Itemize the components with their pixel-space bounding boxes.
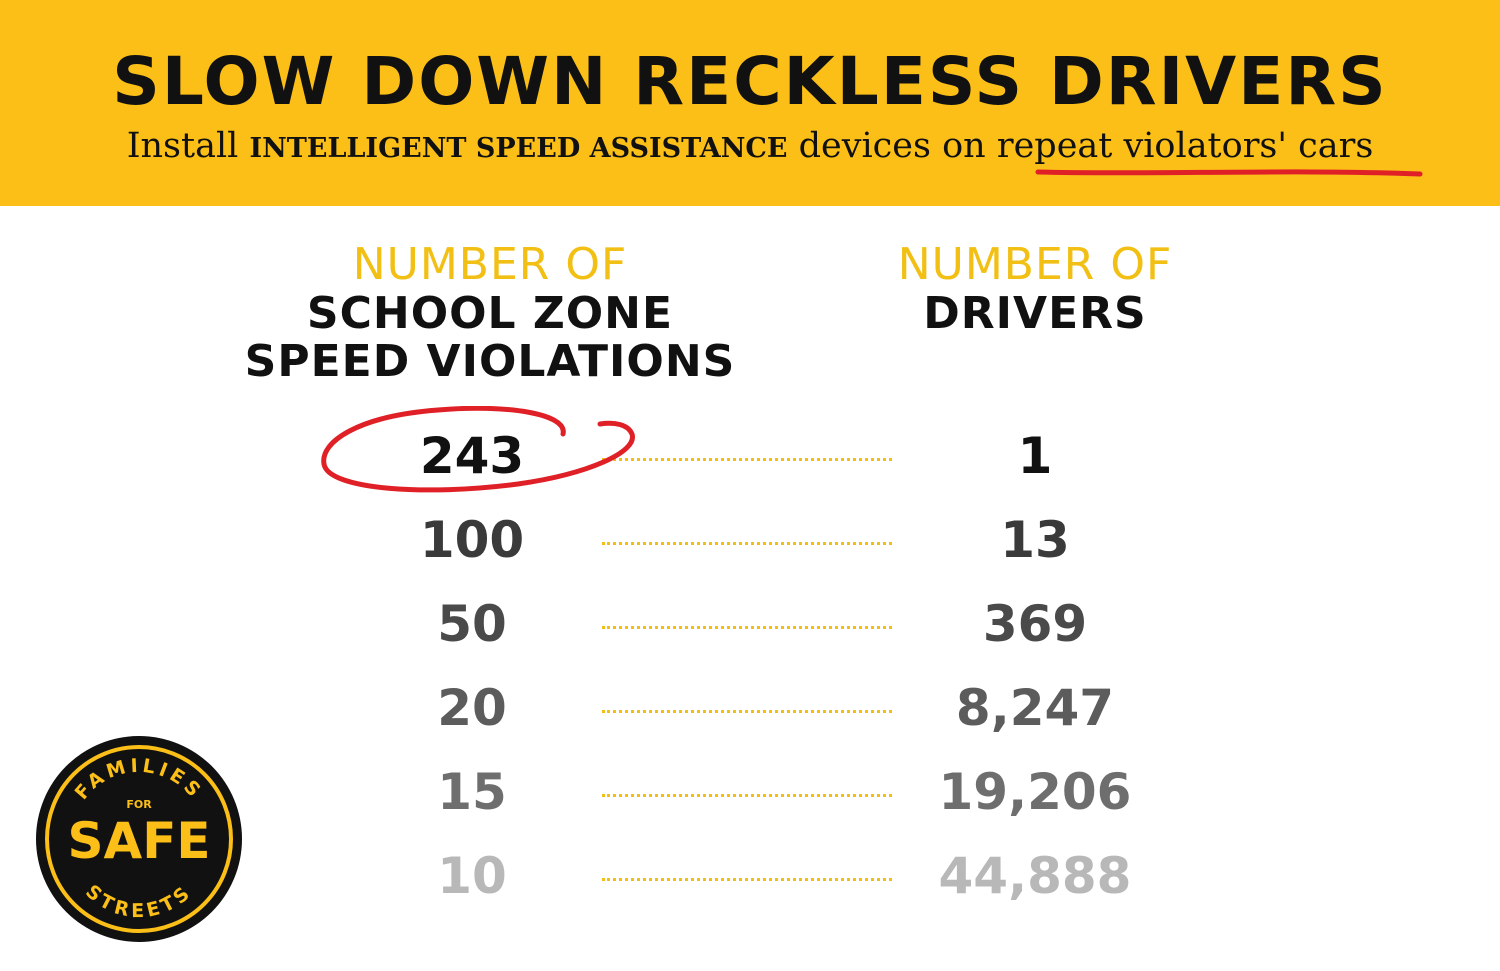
red-circle-mark <box>321 406 635 493</box>
column-header-violations: NUMBER OF SCHOOL ZONE SPEED VIOLATIONS <box>190 240 790 386</box>
drivers-value: 1 <box>1017 427 1053 485</box>
violations-value: 20 <box>437 679 507 737</box>
dotted-leader-line <box>602 458 892 461</box>
page-title: SLOW DOWN RECKLESS DRIVERS <box>112 43 1388 120</box>
table-row: 10 44,888 <box>0 834 1500 918</box>
column-header-pre: NUMBER OF <box>897 239 1173 290</box>
violations-value: 15 <box>437 763 507 821</box>
column-header-main-line1: DRIVERS <box>923 288 1147 339</box>
subtitle-devices-on: devices on <box>798 126 986 166</box>
drivers-value: 369 <box>982 595 1088 653</box>
dotted-leader-line <box>602 710 892 713</box>
table-row: 15 19,206 <box>0 750 1500 834</box>
drivers-value: 44,888 <box>938 847 1132 905</box>
violations-value: 243 <box>419 427 525 485</box>
dotted-leader-line <box>602 626 892 629</box>
column-header-main-line2: SPEED VIOLATIONS <box>244 336 736 387</box>
subtitle-isa: INTELLIGENT SPEED ASSISTANCE <box>249 133 788 164</box>
violations-value: 10 <box>437 847 507 905</box>
dotted-leader-line <box>602 878 892 881</box>
svg-text:FOR: FOR <box>126 798 152 811</box>
column-header-pre: NUMBER OF <box>352 239 628 290</box>
subtitle: Install INTELLIGENT SPEED ASSISTANCE dev… <box>0 123 1500 172</box>
violations-value: 50 <box>437 595 507 653</box>
drivers-value: 19,206 <box>938 763 1132 821</box>
drivers-value: 8,247 <box>955 679 1115 737</box>
families-for-safe-streets-logo: FAMILIES FOR SAFE STREETS <box>36 736 242 942</box>
table-row: 100 13 <box>0 498 1500 582</box>
column-header-main-line1: SCHOOL ZONE <box>306 288 674 339</box>
svg-text:SAFE: SAFE <box>67 812 210 870</box>
dotted-leader-line <box>602 794 892 797</box>
drivers-value: 13 <box>1000 511 1070 569</box>
table-row: 20 8,247 <box>0 666 1500 750</box>
header-banner: SLOW DOWN RECKLESS DRIVERS Install INTEL… <box>0 0 1500 206</box>
subtitle-install: Install <box>126 126 239 166</box>
dotted-leader-line <box>602 542 892 545</box>
subtitle-repeat-violators: repeat violators' cars <box>996 126 1374 166</box>
violations-value: 100 <box>419 511 525 569</box>
column-header-drivers: NUMBER OF DRIVERS <box>835 240 1235 338</box>
table-row: 243 1 <box>0 406 1500 498</box>
red-underline-mark <box>1035 169 1423 177</box>
table-row: 50 369 <box>0 582 1500 666</box>
